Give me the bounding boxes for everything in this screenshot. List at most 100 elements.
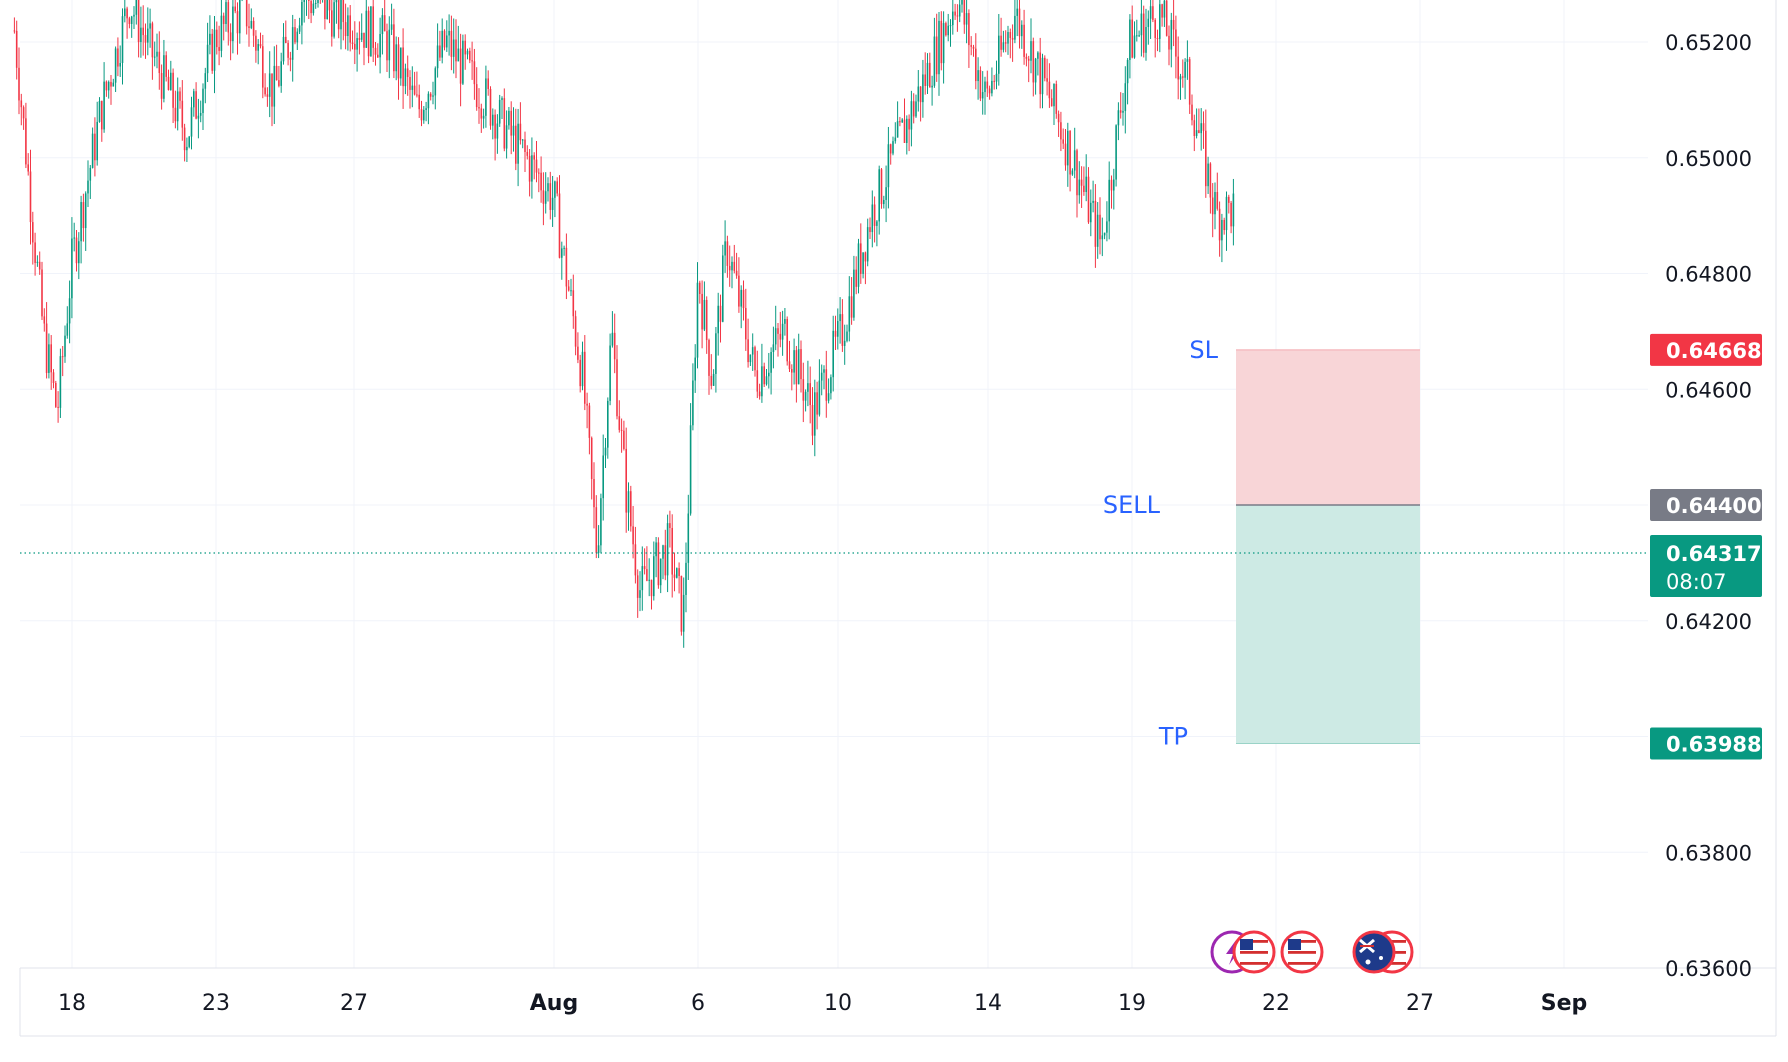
- economic-events[interactable]: [1210, 930, 1414, 974]
- price-tick-label: 0.63600: [1665, 957, 1752, 981]
- candle-body: [388, 29, 391, 61]
- candle-body: [216, 29, 218, 48]
- candle-body: [475, 84, 478, 108]
- candle-body: [636, 575, 639, 598]
- candle-body: [625, 448, 627, 513]
- candle-body: [45, 323, 48, 373]
- candle-body: [581, 351, 584, 387]
- candle-body: [482, 115, 485, 119]
- candle-body: [342, 0, 345, 23]
- candle-body: [197, 115, 200, 119]
- candle-body: [903, 119, 906, 143]
- candle-body: [563, 247, 565, 249]
- candle-body: [41, 269, 43, 317]
- candle-body: [839, 314, 841, 322]
- candle-body: [1113, 179, 1115, 191]
- candle-body: [466, 50, 469, 55]
- candle-body: [653, 556, 655, 597]
- candle-body: [1021, 24, 1023, 37]
- candle-body: [89, 167, 92, 181]
- candle-body: [1136, 35, 1138, 37]
- candle-body: [1014, 15, 1016, 40]
- date-tick-label: Sep: [1541, 991, 1588, 1016]
- candle-body: [1165, 0, 1168, 36]
- candle-body: [183, 127, 186, 151]
- date-tick-label: 19: [1118, 991, 1146, 1016]
- candle-body: [988, 88, 991, 94]
- candle-body: [834, 330, 837, 337]
- candle-body: [416, 94, 418, 96]
- candle-body: [726, 241, 729, 266]
- candle-body: [1168, 35, 1170, 50]
- candle-body: [459, 48, 462, 84]
- candle-body: [975, 48, 977, 82]
- candle-body: [1191, 104, 1193, 121]
- candle-body: [27, 164, 29, 172]
- candle-body: [938, 20, 940, 75]
- candle-body: [705, 299, 708, 341]
- candle-body: [411, 85, 414, 90]
- entry-badge-bg: [1650, 489, 1762, 521]
- candle-body: [190, 107, 193, 137]
- candle-body: [896, 121, 899, 138]
- candle-body: [570, 290, 572, 292]
- date-tick-label: 18: [58, 991, 86, 1016]
- candle-body: [367, 10, 370, 57]
- candle-body: [1232, 193, 1235, 227]
- candle-body: [418, 94, 420, 110]
- stop-loss-zone[interactable]: [1236, 349, 1420, 505]
- date-tick-label: 22: [1262, 991, 1290, 1016]
- us-flag-event-icon[interactable]: [1280, 930, 1324, 974]
- candle-body: [344, 22, 347, 37]
- candle-body: [151, 23, 154, 58]
- candle-body: [728, 265, 731, 271]
- candle-body: [1209, 163, 1212, 198]
- candle-body: [751, 347, 754, 355]
- candle-body: [1103, 232, 1106, 236]
- us-flag-event-icon[interactable]: [1232, 930, 1276, 974]
- candle-body: [947, 25, 949, 36]
- take-profit-zone[interactable]: [1236, 505, 1420, 744]
- candle-body: [935, 36, 938, 75]
- candle-body: [117, 48, 119, 67]
- candle-body: [1228, 196, 1230, 203]
- candle-body: [213, 29, 216, 71]
- candle-body: [933, 36, 936, 86]
- candle-body: [1122, 110, 1124, 113]
- candle-body: [443, 30, 446, 48]
- flag-star: [1379, 956, 1383, 960]
- candle-body: [176, 91, 179, 122]
- candle-body: [356, 38, 358, 50]
- candle-body: [452, 39, 455, 57]
- candle-body: [1085, 176, 1087, 192]
- candle-body: [869, 227, 871, 233]
- candle-body: [38, 261, 41, 270]
- candle-body: [768, 372, 770, 377]
- candle-body: [1138, 35, 1140, 37]
- candle-body: [1161, 4, 1163, 18]
- candle-body: [952, 11, 954, 26]
- candle-body: [250, 20, 253, 28]
- candle-body: [202, 88, 204, 114]
- candle-body: [627, 491, 630, 513]
- candle-body: [52, 372, 55, 384]
- candle-body: [351, 42, 354, 44]
- candle-body: [107, 81, 110, 91]
- price-tick-label: 0.65000: [1665, 147, 1752, 171]
- candle-body: [257, 44, 259, 51]
- candle-body: [365, 10, 368, 48]
- candle-body: [96, 121, 98, 161]
- candle-body: [402, 47, 404, 87]
- grid-layer: [19, 0, 1777, 1037]
- flag-stripe: [1240, 951, 1268, 954]
- candle-body: [20, 100, 23, 108]
- candle-body: [179, 91, 181, 101]
- au-flag-event-icon[interactable]: [1352, 930, 1396, 974]
- candle-body: [823, 369, 825, 373]
- candle-body: [604, 447, 607, 456]
- candle-body: [579, 359, 581, 387]
- candle-body: [860, 243, 862, 274]
- candle-body: [779, 333, 782, 340]
